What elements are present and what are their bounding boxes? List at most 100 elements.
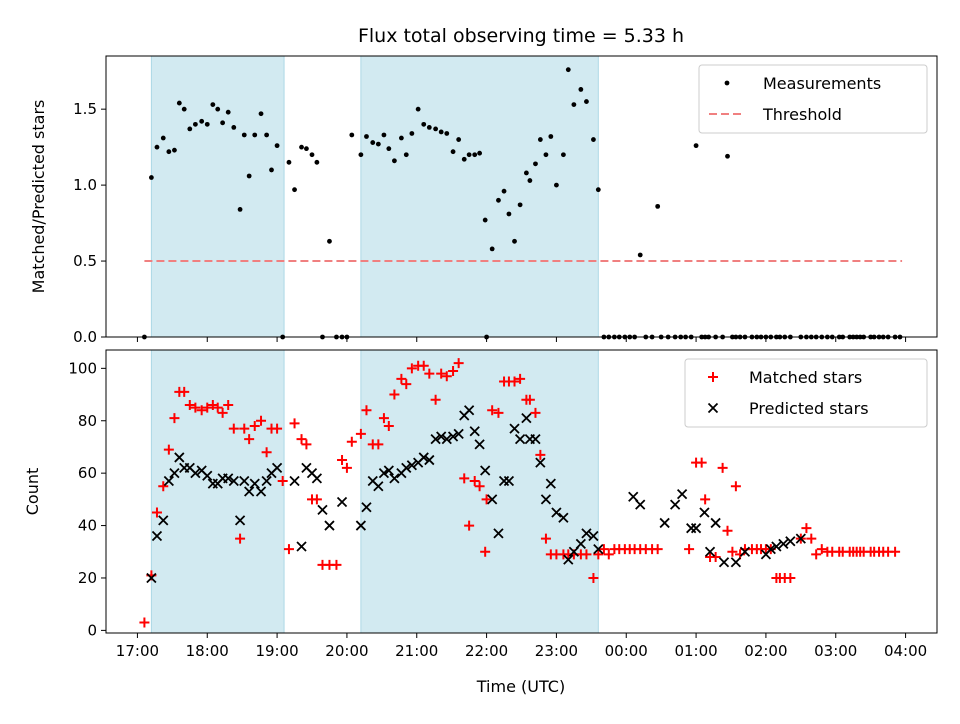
measurements-point [584,99,589,104]
measurements-point [314,159,320,165]
matched-stars-point [184,400,195,411]
legend-frame [684,358,928,428]
measurements-point [512,238,517,244]
measurements-point [398,135,404,141]
predicted-stars-point [361,502,372,513]
predicted-stars-point [487,494,498,505]
matched-stars-point [139,617,150,628]
matched-stars-point [430,394,441,405]
predicted-stars-point [324,520,335,531]
matched-stars-point [401,379,412,390]
predicted-stars-point [158,515,169,526]
predicted-stars-point [575,538,586,550]
matched-stars-point [727,546,738,557]
measurements-point [496,197,501,203]
predicted-stars-point [355,520,367,531]
top-panel-legend: Measurements Threshold [698,64,928,134]
predicted-stars-point [383,465,394,476]
measurements-point [523,170,529,176]
predicted-stars-point [480,465,491,476]
predicted-stars-point [418,452,429,463]
measurements-point [444,131,450,136]
matched-stars-point [158,481,169,492]
predicted-stars-point [718,557,730,568]
predicted-stars-point [190,468,201,479]
predicted-stars-point [593,544,604,555]
matched-stars-point [341,462,352,473]
matched-stars-point [283,544,294,555]
predicted-stars-point [239,475,250,487]
observing-window-shade [360,55,599,338]
bottom-panel-frame [105,349,938,634]
bottom-panel: 17:00 18:00 19:00 20:00 21:00 22:00 23:00 00:00… [23,349,938,660]
matched-stars-point [424,368,435,379]
matched-stars-point [459,473,470,484]
matched-stars-point [700,494,711,505]
predicted-stars-point [710,517,721,529]
predicted-stars-point [373,481,384,492]
x-axis-label: Time (UTC) [476,677,565,696]
measurements-point [571,102,577,108]
measurements-point [409,131,415,136]
measurements-point [358,152,364,158]
predicted-stars-point [588,530,599,542]
measurements-point [237,207,243,212]
matched-stars-point [244,434,255,445]
chart-title: Flux total observing time = 5.33 h [358,25,684,47]
predicted-stars-point [558,512,569,523]
matched-stars-point [493,407,504,418]
measurements-point [181,106,187,112]
predicted-stars-point [378,468,390,479]
measurements-point [172,147,177,153]
matched-stars-point [806,533,817,544]
predicted-stars-point [535,457,546,468]
y-tick-label: 1.5 [73,100,97,118]
measurements-point [241,132,247,138]
predicted-stars-point [474,439,485,450]
matched-stars-point [785,572,796,583]
measurements-point [565,67,571,73]
measurements-point [517,202,523,208]
matched-stars-point [515,373,526,384]
matched-stars-point [389,389,400,400]
measurements-point [269,167,274,173]
measurements-point [578,87,584,92]
measurements-point [299,144,304,150]
predicted-stars-point [436,431,447,442]
measurements-point [176,100,182,106]
measurements-point [220,120,226,126]
legend-marker [724,80,730,86]
measurements-point [364,134,369,139]
x-tick-label: 17:00 [116,642,159,660]
matched-stars-point [487,405,498,416]
measurements-point [258,111,264,117]
measurements-point [637,252,643,258]
measurements-point [204,121,210,127]
measurements-point [501,188,507,194]
measurements-point [403,152,409,158]
measurements-point [274,143,280,149]
y-tick-label: 100 [68,359,97,377]
predicted-stars-point [690,523,702,534]
legend-label: Matched stars [749,368,862,387]
matched-stars-point [717,462,728,473]
measurements-point [433,126,439,132]
measurements-point [231,124,237,130]
matched-stars-point [811,549,822,560]
legend-frame [698,64,928,134]
x-tick-label: 21:00 [395,642,438,660]
matched-stars-point [540,533,551,544]
matched-stars-point [223,400,234,411]
measurements-point [264,132,270,138]
matched-stars-point [593,549,604,560]
matched-stars-point [151,507,162,518]
matched-stars-point [480,546,491,557]
measurements-point [286,159,292,165]
bottom-panel-y-axis-label: Count [23,468,42,516]
predicted-stars-point [676,488,688,500]
matched-stars-point [816,544,827,555]
measurements-point [543,152,549,158]
matched-stars-point [217,407,228,418]
matched-stars-point [296,434,307,445]
